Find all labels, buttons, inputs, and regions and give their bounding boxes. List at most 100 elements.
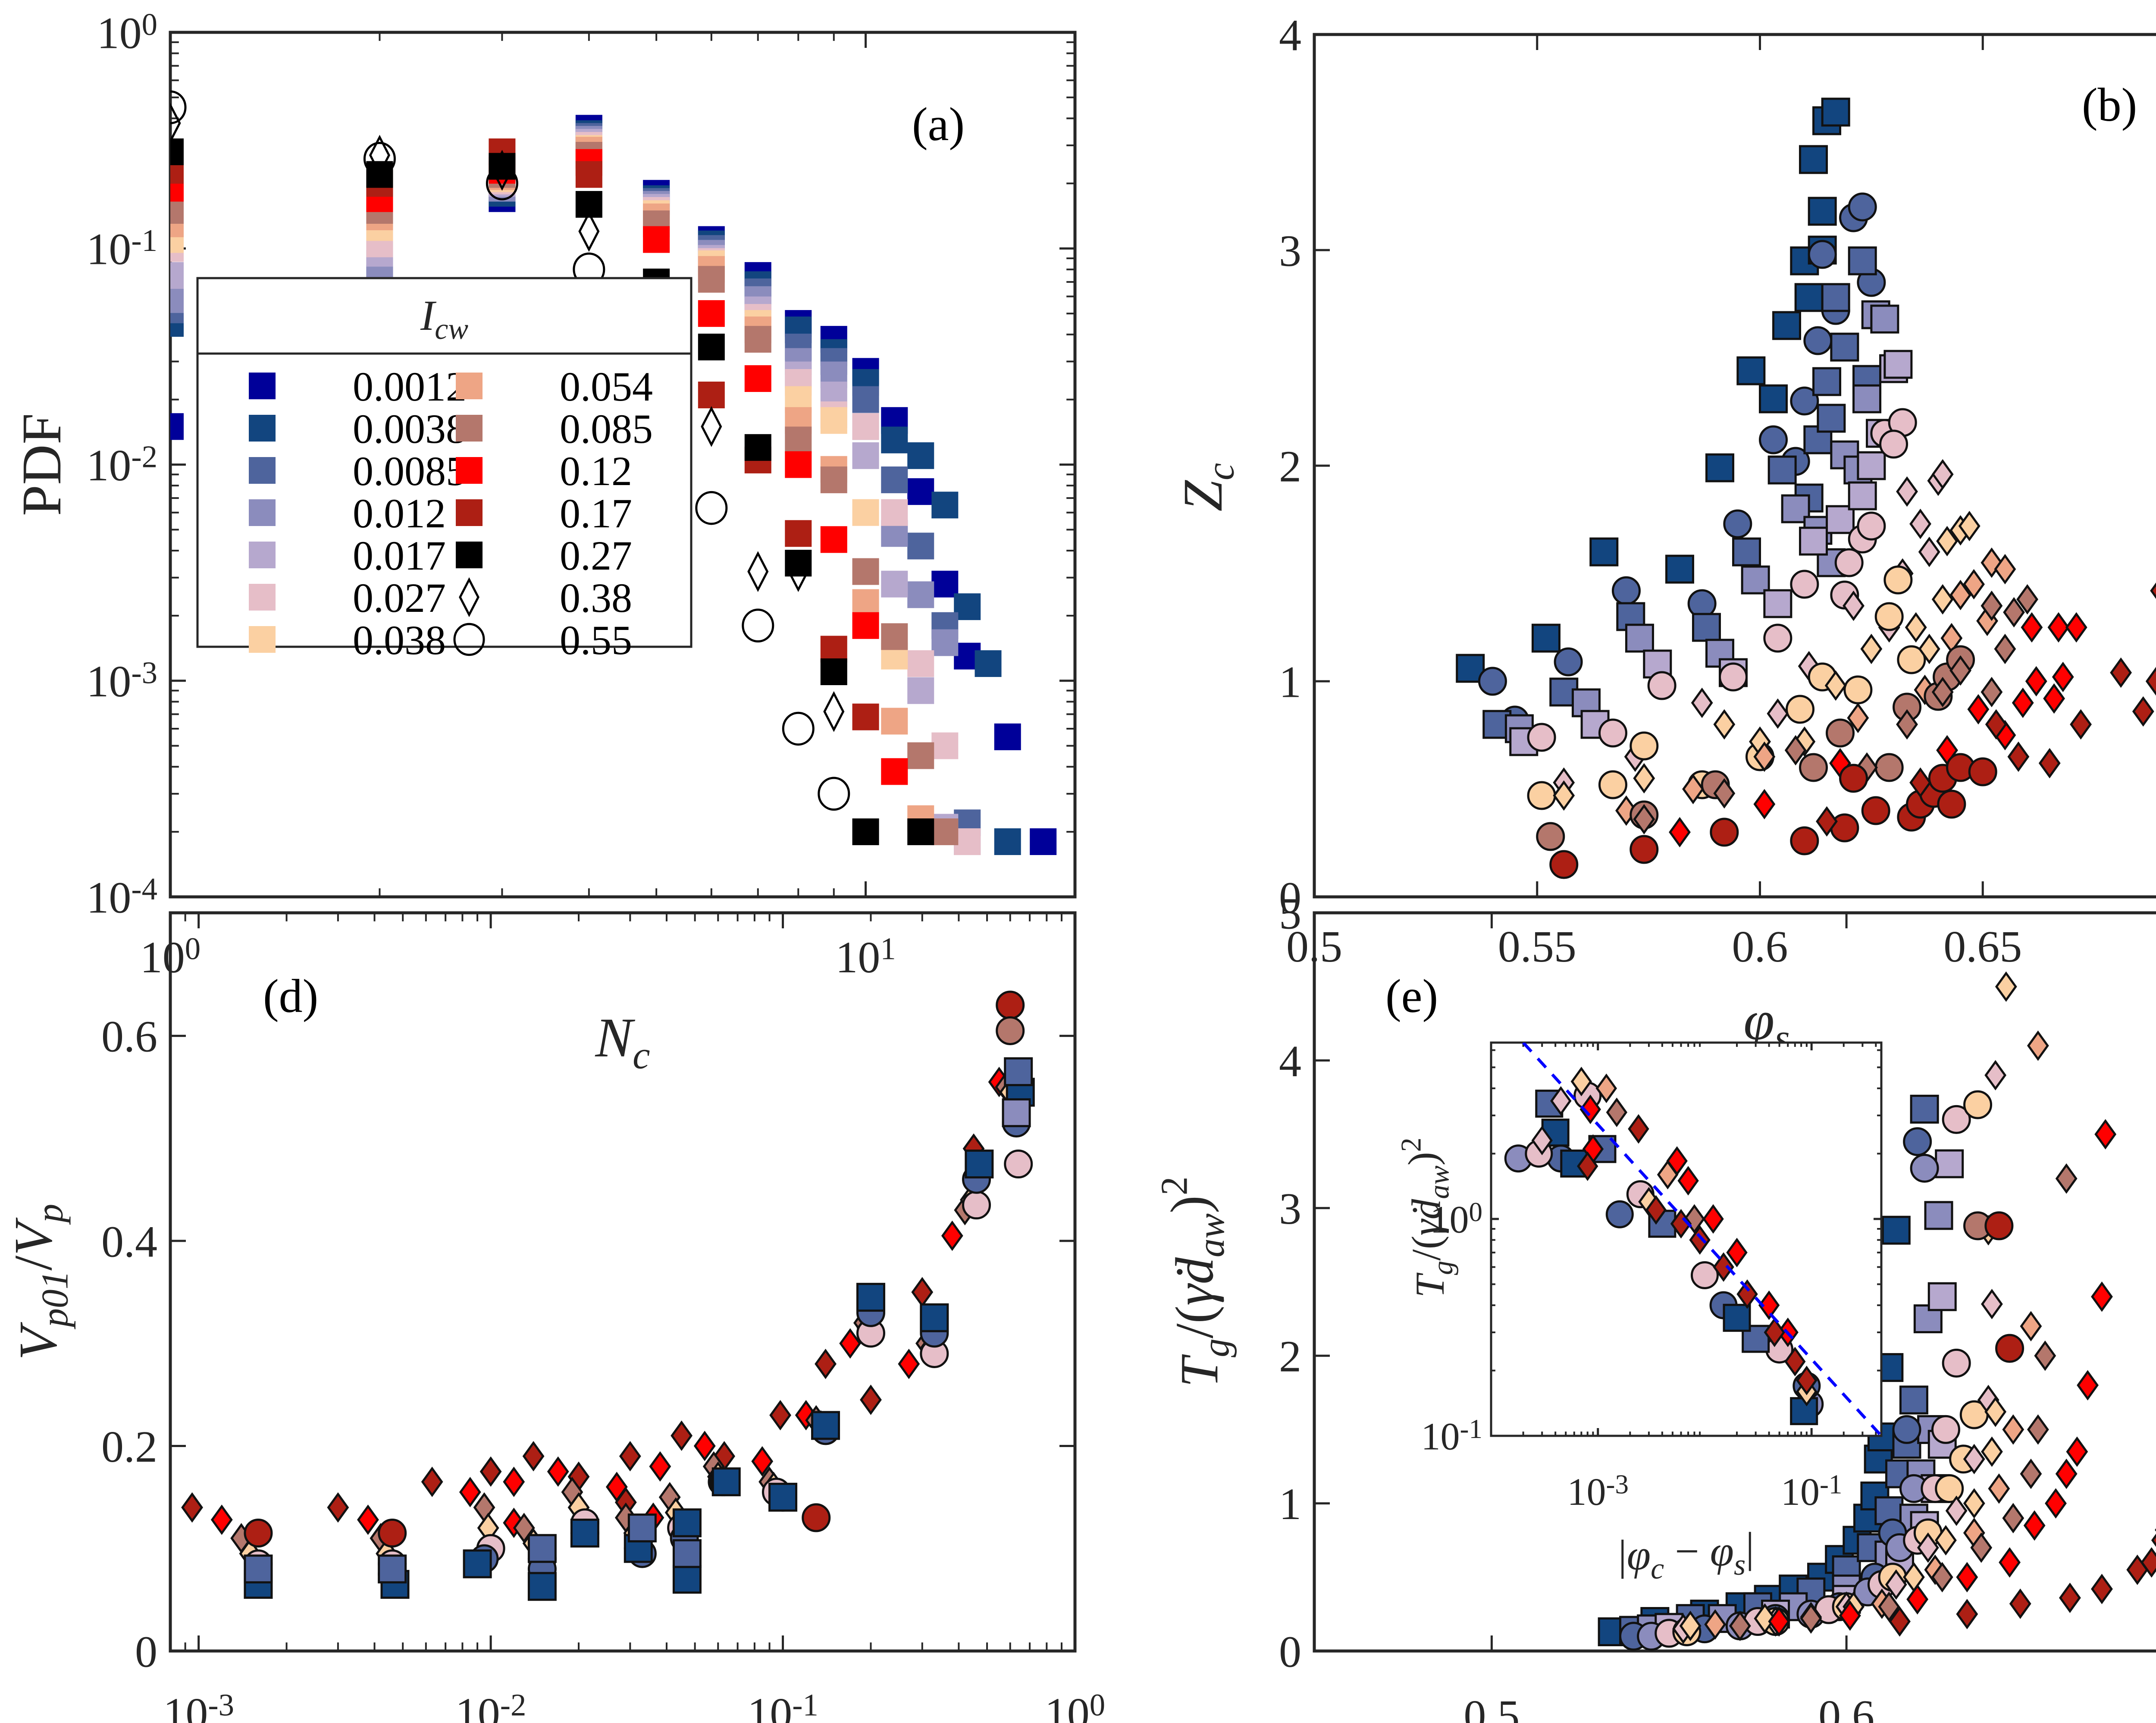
data-point [820, 526, 847, 553]
data-point [931, 492, 959, 519]
y-tick-label: 1 [1279, 1479, 1301, 1529]
data-point [643, 226, 670, 253]
b-point [1821, 97, 1850, 127]
d-point [570, 1519, 599, 1548]
d-point [181, 1492, 203, 1523]
d-point [459, 1477, 481, 1507]
d-point [378, 1519, 407, 1548]
b-point [1883, 350, 1913, 379]
data-point [742, 608, 774, 643]
b-point [1848, 246, 1877, 276]
y-tick-label: 2 [1279, 442, 1301, 491]
e-point [1768, 1606, 1790, 1637]
data-point [907, 742, 934, 769]
d-series-blue-squares [244, 1078, 1035, 1601]
b-point [2003, 597, 2025, 628]
e-point [2059, 1582, 2081, 1613]
data-point [363, 141, 396, 176]
b-point [1647, 671, 1677, 700]
legend-label: 0.38 [560, 575, 632, 621]
y-axis-label: Tg/(γ̇daw)2 [1153, 1177, 1237, 1388]
data-point [578, 211, 600, 252]
d-series-rose-circles [996, 1016, 1025, 1045]
legend-marker [249, 457, 276, 484]
axes-frame [1313, 33, 2156, 899]
b-point [1781, 494, 1810, 523]
e-series-darkred-diamonds [1889, 1528, 2156, 1637]
data-point [881, 570, 908, 598]
data-point [744, 434, 771, 461]
d-point [421, 1466, 443, 1497]
e-inset-point [1796, 1366, 1818, 1395]
e-point [1970, 1532, 1993, 1563]
b-point [1784, 735, 1807, 766]
b-point [1478, 667, 1507, 696]
b-series-pink-circles [1527, 408, 1917, 752]
legend-marker [459, 577, 479, 617]
data-point [170, 103, 181, 144]
e-inset-point [1723, 1303, 1751, 1332]
inset-x-axis-label: |φc − φs| [1618, 1523, 1754, 1585]
data-point [931, 732, 959, 759]
e-point [1885, 1569, 1907, 1600]
e-point [2002, 1414, 2024, 1445]
b-point [1860, 633, 1883, 664]
data-point [170, 262, 184, 289]
b-point [1994, 633, 2016, 664]
b-point [1834, 548, 1864, 577]
e-inset-point [1628, 1114, 1649, 1144]
e-point [2045, 1488, 2067, 1519]
e-point [1981, 1436, 2003, 1467]
d-point [1004, 1057, 1033, 1087]
e-point [1984, 1397, 2007, 1427]
b-point [1549, 850, 1579, 879]
data-point [907, 533, 934, 560]
data-point [698, 381, 725, 408]
e-inset-point [1645, 1195, 1667, 1225]
b-point [1918, 536, 1940, 567]
b-point [1633, 804, 1655, 835]
e-point [2020, 1458, 2042, 1489]
b-point [2038, 748, 2061, 779]
legend-marker [249, 373, 276, 399]
b-point [1808, 197, 1837, 226]
e-series-red-diamonds [1768, 1119, 2117, 1637]
d-point [244, 1554, 273, 1584]
b-point [1874, 753, 1904, 782]
legend-label: 0.017 [353, 533, 446, 579]
b-series-rose-diamonds [1633, 584, 2038, 835]
data-point [785, 451, 812, 478]
e-point [1910, 1094, 1939, 1124]
d-point [898, 1348, 920, 1379]
d-point [815, 1348, 837, 1379]
data-point [975, 650, 1002, 677]
e-point [1729, 1610, 1751, 1642]
b-point [1630, 835, 1659, 864]
d-point [479, 1456, 502, 1487]
data-point [818, 777, 850, 811]
data-point [852, 818, 879, 846]
plot-area [1598, 971, 2156, 1651]
legend-label: 0.27 [560, 533, 632, 579]
e-point [2020, 1311, 2042, 1341]
e-point [1995, 1334, 2024, 1363]
series-0.55 [170, 90, 850, 811]
e-point [1935, 1525, 1957, 1556]
b-point [1909, 767, 1931, 798]
d-point [962, 1190, 991, 1220]
e-inset-point [1702, 1204, 1724, 1234]
e-point [1881, 1215, 1911, 1245]
data-point [170, 286, 184, 313]
data-point [170, 90, 187, 125]
x-tick-label: 0.6 [1732, 922, 1788, 971]
e-point [2094, 1119, 2117, 1150]
data-point [698, 300, 725, 327]
legend-label: 0.55 [560, 617, 632, 663]
e-point [2055, 1458, 2078, 1489]
e-inset-point [1531, 1125, 1553, 1156]
e-point [1935, 1149, 1964, 1178]
e-inset-point [1577, 1151, 1598, 1181]
e-inset-point [1690, 1261, 1719, 1290]
b-point [1723, 509, 1752, 539]
